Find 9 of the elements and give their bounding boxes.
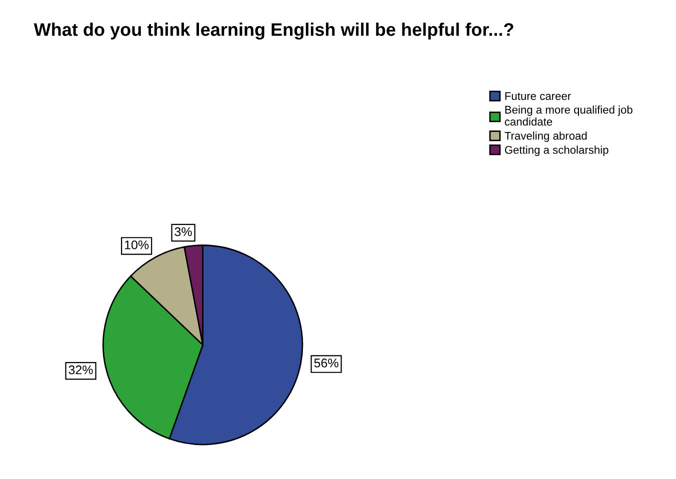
chart-title: What do you think learning English will be helpful for...?: [34, 22, 514, 40]
data-label: 3%: [174, 227, 192, 236]
data-label: 32%: [68, 365, 93, 374]
legend-label: Getting a scholarship: [504, 146, 608, 156]
legend-label: Being a more qualified job candidate: [504, 106, 632, 126]
data-label: 56%: [314, 358, 338, 368]
data-label: 10%: [124, 240, 149, 250]
legend-label: Traveling abroad: [504, 132, 587, 142]
legend-label: Future career: [505, 92, 571, 100]
